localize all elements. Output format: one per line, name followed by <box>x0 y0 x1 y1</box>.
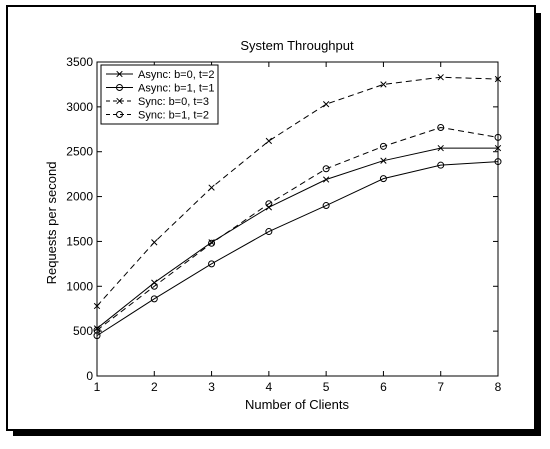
data-point <box>208 184 215 191</box>
data-point <box>322 101 330 108</box>
legend-marker <box>116 111 123 118</box>
y-tick-label: 2000 <box>66 190 93 204</box>
series-1 <box>93 144 502 332</box>
figure-frame <box>6 5 536 431</box>
data-point <box>93 332 101 340</box>
data-point <box>494 158 502 166</box>
data-point <box>151 239 158 246</box>
data-point <box>379 175 387 183</box>
x-tick-label: 4 <box>266 380 273 394</box>
data-point <box>380 81 387 88</box>
x-tick-label: 6 <box>380 380 387 394</box>
data-point <box>93 325 101 332</box>
legend-label: Sync: b=0, t=3 <box>138 96 209 108</box>
x-tick-label: 7 <box>437 380 444 394</box>
y-tick-label: 3500 <box>66 55 93 69</box>
data-point <box>93 326 101 334</box>
y-tick-label: 1500 <box>66 234 93 248</box>
data-point <box>208 239 216 247</box>
legend-label: Async: b=0, t=2 <box>138 69 214 81</box>
data-point <box>265 200 273 208</box>
data-point <box>437 144 444 152</box>
data-point <box>322 165 330 173</box>
data-point <box>208 260 216 268</box>
legend-marker <box>116 97 123 105</box>
data-point <box>150 295 158 303</box>
frame-shadow-bottom <box>13 431 541 436</box>
y-axis-label: Requests per second <box>44 162 59 285</box>
series-line <box>96 147 498 329</box>
x-tick-label: 1 <box>94 380 101 394</box>
legend-marker <box>116 84 123 91</box>
frame-shadow-right <box>536 13 541 436</box>
series-layer <box>93 74 502 340</box>
data-point <box>265 137 273 145</box>
axes: 1 2 3 4 5 6 7 8 0 500 1000 1500 2000 2500 3000 3500 <box>66 55 501 394</box>
x-tick-label: 3 <box>208 380 215 394</box>
y-tick-label: 1000 <box>66 279 93 293</box>
data-point <box>437 161 445 169</box>
chart-title: System Throughput <box>240 38 354 53</box>
data-point <box>265 228 273 236</box>
data-point <box>379 142 387 150</box>
x-axis-label: Number of Clients <box>245 397 350 412</box>
series-line <box>96 76 499 307</box>
data-point <box>494 144 502 152</box>
data-point <box>322 176 330 183</box>
data-point <box>380 157 387 164</box>
data-point <box>322 202 330 210</box>
x-tick-label: 2 <box>151 380 158 394</box>
data-point <box>437 123 445 131</box>
series-3 <box>93 74 502 310</box>
legend-label: Async: b=1, t=1 <box>138 83 214 95</box>
data-point <box>494 133 502 141</box>
data-point <box>150 282 158 290</box>
series-line <box>96 126 499 331</box>
legend-label: Sync: b=1, t=2 <box>138 110 209 122</box>
y-tick-label: 0 <box>86 369 93 383</box>
data-point <box>93 302 101 310</box>
data-point <box>494 75 502 83</box>
series-4 <box>93 123 502 334</box>
x-tick-label: 8 <box>495 380 502 394</box>
x-tick-label: 5 <box>323 380 330 394</box>
series-line <box>96 161 499 337</box>
data-point <box>437 74 444 81</box>
plot-area <box>96 61 499 377</box>
y-tick-label: 3000 <box>66 100 93 114</box>
legend-marker <box>116 70 123 78</box>
series-2 <box>93 158 502 340</box>
y-tick-label: 500 <box>73 324 93 338</box>
y-tick-label: 2500 <box>66 145 93 159</box>
